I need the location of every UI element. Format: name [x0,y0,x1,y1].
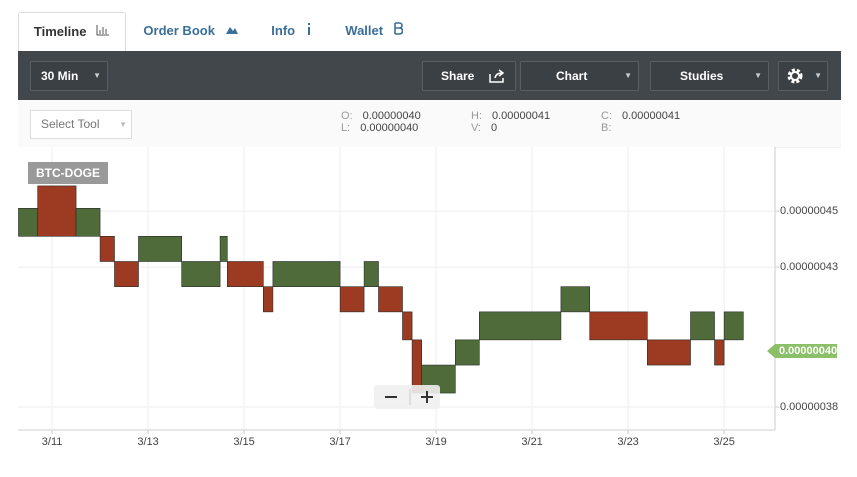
candle [114,261,139,287]
stat-value: 0.00000040 [362,110,421,122]
candle [18,208,38,237]
stat-label: C: [601,110,612,122]
y-tick-label: 0.00000043 [780,261,838,273]
stat-label: B: [601,122,612,134]
stat-label: O: [341,110,353,122]
tab[interactable]: Wallet [336,12,412,50]
x-tick-label: 3/13 [137,436,158,448]
caret: ▼ [119,120,127,129]
caret: ▼ [93,71,101,80]
x-tick-label: 3/15 [233,436,254,448]
caret: ▼ [814,71,822,80]
x-tick-label: 3/21 [521,436,542,448]
tab-label: Wallet [345,23,384,38]
tab-label: Timeline [33,24,87,39]
candle [479,311,562,341]
candle [378,286,403,313]
interval-button[interactable]: 30 Min ▼ [30,61,108,91]
candle [37,185,77,237]
select-tool[interactable]: Select Tool ▼ [30,110,132,139]
icon [225,27,238,34]
caret: ▼ [754,71,762,80]
candle [262,286,274,313]
icon [307,23,310,35]
candle [560,286,591,313]
zoom-out[interactable] [385,396,397,398]
candle [647,339,691,366]
stat-value: 0.00000041 [492,110,551,122]
tab-label: Info [271,23,296,38]
stat-value: 0.00000040 [360,122,419,134]
stat-value: 0 [491,122,498,134]
candle [723,311,744,341]
candle [714,339,725,366]
candle [219,235,228,262]
y-tick-label: 0.00000045 [780,205,838,217]
candle [138,235,182,262]
y-tick-label: 0.00000038 [780,401,838,413]
candle [690,311,715,341]
candle [226,261,264,287]
candle [455,339,480,366]
candle [339,286,365,313]
icon [787,68,803,84]
zoom-icons [385,389,433,405]
candle [272,261,341,287]
stat: V: 0 [471,122,497,134]
stat: C: 0.00000041 [601,110,680,122]
last-price-label: 0.00000040 [779,345,837,357]
tab[interactable]: Order Book [136,12,246,50]
x-tick-label: 3/11 [42,436,63,448]
select-label: Select Tool [41,117,100,131]
studies-button[interactable]: Studies ▼ [650,61,769,91]
x-tick-label: 3/19 [425,436,446,448]
stat: H: 0.00000041 [471,110,550,122]
symbol-label: BTC-DOGE [28,162,108,184]
stat-value: 0.00000041 [622,110,681,122]
x-tick-label: 3/17 [329,436,350,448]
tab[interactable]: Info [262,12,322,50]
tab[interactable]: Timeline [18,12,126,51]
button-label: Share [441,69,475,83]
zoom-in[interactable] [421,391,433,403]
tab-label: Order Book [143,23,215,38]
candle [363,261,379,287]
candle [181,261,221,287]
stat-label: H: [471,110,482,122]
icon [393,22,404,35]
settings-button[interactable]: ▼ [778,61,828,91]
button-label: 30 Min [41,69,79,83]
x-tick-label: 3/25 [713,436,734,448]
stat: B: [601,122,611,134]
icon [489,69,505,83]
stat: L: 0.00000040 [341,122,418,134]
stat-label: L: [341,122,351,134]
button-label: Studies [680,69,724,83]
candle [99,235,115,262]
share-button[interactable]: Share [422,61,516,91]
caret: ▼ [624,71,632,80]
candle [402,311,413,341]
stat-label: V: [471,122,481,134]
chart-button[interactable]: Chart ▼ [520,61,639,91]
zoom-control [374,385,440,409]
stat: O: 0.00000040 [341,110,421,122]
candle [75,208,101,237]
icon [96,25,110,36]
last-price-marker [767,344,837,359]
button-label: Chart [556,69,588,83]
x-tick-label: 3/23 [617,436,638,448]
candle [589,311,648,341]
